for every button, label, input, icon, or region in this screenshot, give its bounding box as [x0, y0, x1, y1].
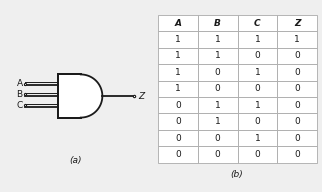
Text: (a): (a) [69, 156, 81, 165]
Text: C: C [16, 101, 23, 110]
Polygon shape [58, 74, 81, 118]
Text: Z: Z [138, 92, 144, 100]
Text: (b): (b) [230, 170, 243, 179]
Polygon shape [81, 74, 102, 118]
Text: B: B [16, 90, 23, 99]
Text: A: A [16, 79, 23, 88]
